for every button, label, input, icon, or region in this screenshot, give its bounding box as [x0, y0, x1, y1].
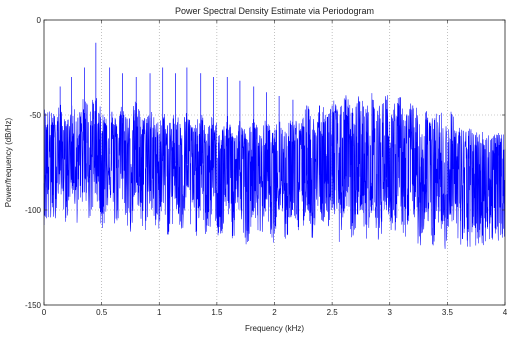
y-axis-title: Power/frequency (dB/Hz) [4, 117, 13, 207]
y-tick-label: -50 [29, 111, 41, 120]
x-tick-label: 2 [272, 308, 277, 317]
x-tick-label: 0 [42, 308, 47, 317]
chart-title: Power Spectral Density Estimate via Peri… [175, 6, 374, 16]
x-tick-label: 1 [157, 308, 162, 317]
x-tick-label: 1.5 [211, 308, 223, 317]
ticks: 0 0.5 1 1.5 2 2.5 3 3.5 4 -150 -100 -50 0 [25, 16, 508, 317]
series-layer [43, 42, 506, 249]
y-tick-label: 0 [37, 16, 42, 25]
psd-series-line [43, 93, 506, 249]
x-tick-label: 2.5 [327, 308, 339, 317]
x-tick-label: 0.5 [96, 308, 108, 317]
x-axis-title: Frequency (kHz) [245, 324, 304, 333]
y-tick-label: -150 [25, 301, 42, 310]
x-tick-label: 4 [503, 308, 508, 317]
y-tick-label: -100 [25, 206, 42, 215]
x-tick-label: 3 [388, 308, 393, 317]
x-tick-label: 3.5 [442, 308, 454, 317]
